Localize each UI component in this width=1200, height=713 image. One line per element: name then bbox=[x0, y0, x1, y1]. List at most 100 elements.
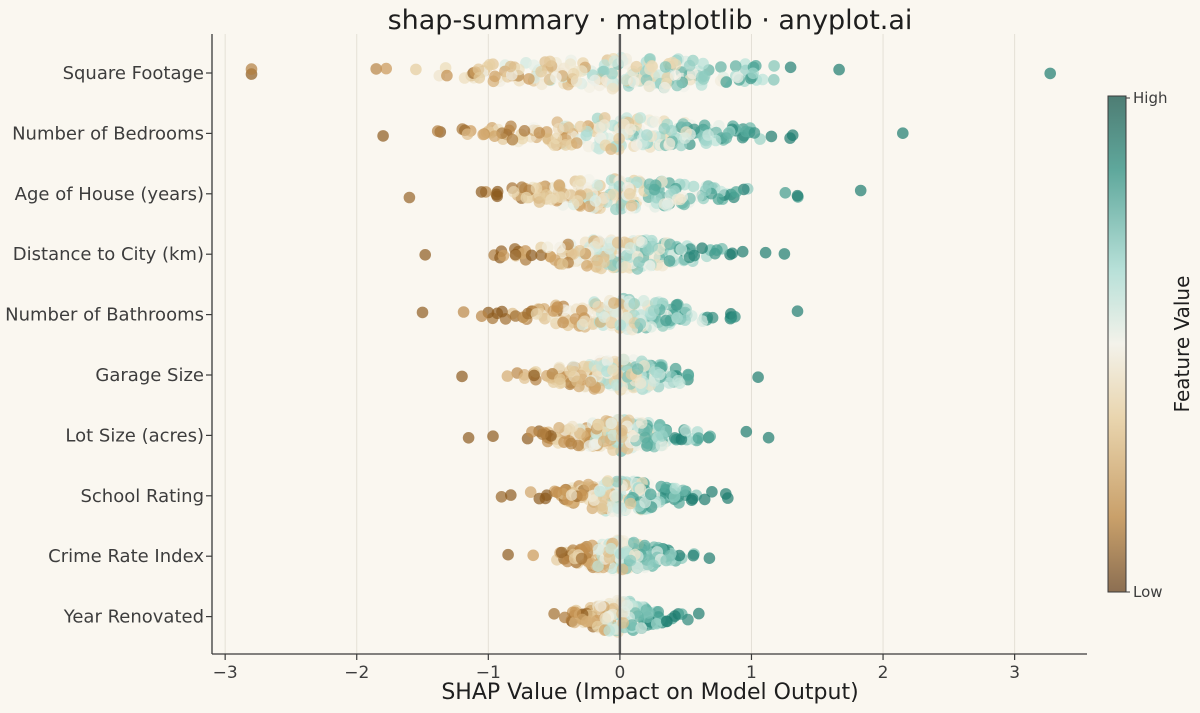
x-tick-label: 1 bbox=[746, 663, 757, 683]
x-tick-labels: −3 −2 −1 0 1 2 3 bbox=[213, 654, 1020, 683]
shap-point bbox=[573, 245, 586, 257]
x-tick-label: −1 bbox=[476, 663, 501, 683]
shap-point bbox=[649, 115, 662, 128]
x-tick-label: 0 bbox=[614, 663, 625, 683]
shap-point bbox=[637, 295, 650, 307]
shap-point bbox=[674, 193, 687, 206]
shap-point bbox=[612, 502, 624, 514]
shap-point bbox=[580, 129, 593, 142]
shap-point bbox=[544, 55, 556, 68]
shap-point bbox=[525, 249, 538, 262]
shap-point bbox=[592, 301, 604, 313]
shap-point bbox=[562, 121, 575, 134]
shap-point bbox=[679, 424, 692, 437]
shap-point bbox=[541, 489, 553, 502]
shap-point bbox=[541, 241, 554, 254]
shap-point bbox=[658, 122, 671, 135]
shap-point bbox=[553, 180, 566, 193]
shap-point bbox=[501, 370, 514, 382]
shap-point bbox=[528, 369, 540, 382]
shap-point bbox=[605, 316, 618, 328]
shap-point bbox=[683, 59, 696, 72]
shap-point bbox=[550, 132, 563, 145]
shap-point bbox=[671, 79, 683, 92]
shap-point bbox=[609, 306, 621, 318]
shap-point bbox=[504, 60, 517, 73]
shap-point bbox=[563, 423, 576, 435]
shap-point bbox=[567, 68, 580, 80]
shap-point bbox=[592, 237, 604, 249]
shap-point bbox=[483, 58, 496, 71]
shap-point bbox=[752, 371, 764, 384]
shap-point bbox=[655, 439, 668, 452]
shap-point bbox=[571, 375, 583, 388]
shap-point bbox=[535, 65, 547, 78]
shap-point bbox=[726, 247, 739, 260]
shap-point bbox=[582, 478, 595, 491]
shap-point bbox=[545, 430, 557, 442]
shap-point bbox=[693, 607, 705, 620]
shap-point bbox=[634, 318, 647, 330]
shap-point bbox=[660, 481, 673, 494]
shap-point bbox=[533, 127, 546, 139]
shap-point bbox=[759, 246, 772, 259]
shap-point bbox=[698, 493, 711, 506]
shap-point bbox=[628, 76, 640, 88]
y-tick-label: Number of Bedrooms bbox=[12, 123, 204, 144]
shap-point bbox=[619, 261, 632, 273]
shap-point bbox=[682, 613, 694, 626]
shap-point bbox=[490, 188, 503, 201]
shap-point bbox=[647, 559, 659, 571]
shap-point bbox=[419, 249, 432, 261]
shap-point bbox=[692, 432, 705, 444]
y-tick-label: Garage Size bbox=[95, 365, 204, 386]
x-axis-label: SHAP Value (Impact on Model Output) bbox=[441, 680, 858, 705]
shap-point bbox=[628, 297, 640, 310]
shap-point bbox=[596, 503, 608, 515]
shap-point bbox=[553, 422, 565, 434]
shap-point bbox=[488, 130, 501, 142]
shap-point bbox=[639, 496, 651, 509]
shap-point bbox=[660, 615, 673, 628]
shap-point bbox=[593, 121, 606, 134]
shap-point bbox=[403, 191, 416, 204]
shap-point bbox=[635, 417, 648, 429]
shap-point bbox=[668, 490, 681, 503]
shap-point bbox=[697, 73, 710, 85]
shap-point bbox=[631, 363, 644, 375]
shap-point bbox=[410, 63, 422, 76]
colorbar-high-label: High bbox=[1133, 89, 1167, 107]
shap-point bbox=[659, 61, 672, 73]
shap-point bbox=[606, 67, 618, 80]
shap-point bbox=[630, 60, 643, 73]
shap-point bbox=[670, 299, 683, 311]
shap-point bbox=[603, 243, 616, 255]
shap-point bbox=[675, 243, 688, 256]
shap-point bbox=[703, 552, 716, 564]
shap-point bbox=[635, 622, 647, 634]
shap-point bbox=[732, 71, 744, 84]
shap-point bbox=[475, 310, 488, 323]
shap-point bbox=[632, 610, 644, 622]
shap-point bbox=[748, 127, 761, 139]
shap-point bbox=[626, 619, 638, 631]
shap-point bbox=[682, 369, 695, 382]
shap-point bbox=[580, 615, 593, 628]
shap-point bbox=[555, 191, 567, 203]
shap-point bbox=[441, 69, 453, 82]
shap-point bbox=[606, 82, 619, 95]
shap-point bbox=[506, 133, 519, 146]
shap-point bbox=[578, 315, 591, 328]
shap-point bbox=[634, 112, 647, 124]
shap-point bbox=[642, 244, 655, 256]
shap-point bbox=[497, 249, 510, 262]
shap-point bbox=[565, 489, 578, 501]
shap-point bbox=[592, 543, 605, 556]
shap-point bbox=[628, 536, 640, 549]
shap-point bbox=[624, 497, 637, 510]
shap-point bbox=[729, 60, 742, 72]
shap-point bbox=[736, 245, 749, 258]
shap-point bbox=[509, 248, 522, 261]
shap-point bbox=[768, 60, 780, 72]
shap-point bbox=[645, 321, 657, 333]
